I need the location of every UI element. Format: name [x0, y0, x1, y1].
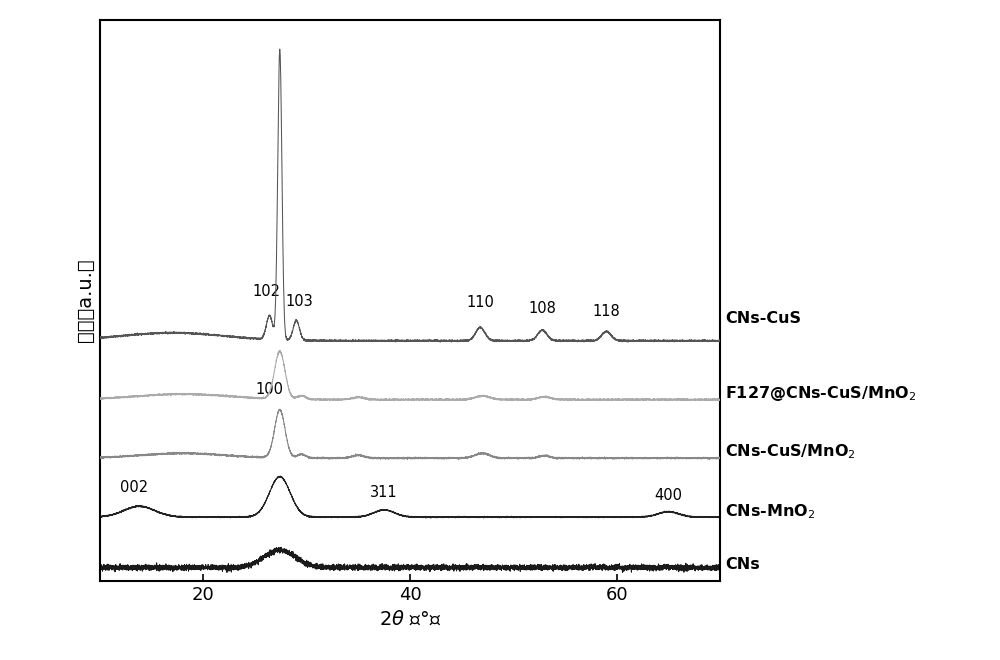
Y-axis label: 强度（a.u.）: 强度（a.u.）	[75, 259, 94, 342]
Text: CNs-MnO$_2$: CNs-MnO$_2$	[725, 502, 816, 521]
Text: 100: 100	[255, 382, 283, 397]
Text: CNs-CuS/MnO$_2$: CNs-CuS/MnO$_2$	[725, 442, 856, 461]
Text: 118: 118	[592, 304, 620, 319]
Text: 002: 002	[120, 480, 148, 496]
Text: F127@CNs-CuS/MnO$_2$: F127@CNs-CuS/MnO$_2$	[725, 383, 916, 403]
Text: 110: 110	[466, 295, 494, 310]
Text: 108: 108	[528, 301, 556, 316]
Text: CNs: CNs	[725, 558, 760, 572]
Text: CNs-CuS: CNs-CuS	[725, 312, 801, 326]
X-axis label: 2$θ$ （°）: 2$θ$ （°）	[379, 609, 441, 628]
Text: 311: 311	[370, 485, 398, 500]
Text: 103: 103	[286, 294, 313, 309]
Text: 400: 400	[654, 488, 682, 503]
Text: 102: 102	[252, 284, 280, 299]
